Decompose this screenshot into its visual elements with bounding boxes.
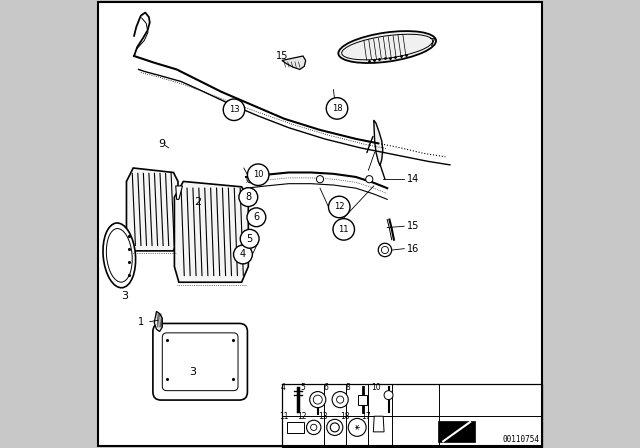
Circle shape	[240, 229, 259, 248]
Circle shape	[381, 246, 388, 254]
Circle shape	[365, 176, 373, 183]
Polygon shape	[174, 181, 248, 282]
Ellipse shape	[342, 34, 433, 60]
Ellipse shape	[339, 31, 436, 63]
Circle shape	[348, 418, 366, 436]
FancyBboxPatch shape	[99, 2, 541, 446]
Polygon shape	[154, 311, 163, 332]
Circle shape	[332, 392, 348, 408]
Text: 15: 15	[407, 221, 420, 231]
Circle shape	[223, 99, 244, 121]
FancyBboxPatch shape	[153, 323, 248, 400]
Circle shape	[330, 423, 339, 432]
Text: 5: 5	[246, 234, 253, 244]
Text: 13: 13	[228, 105, 239, 114]
FancyBboxPatch shape	[358, 395, 367, 405]
Text: 9: 9	[159, 139, 166, 149]
Text: 00110754: 00110754	[502, 435, 540, 444]
Circle shape	[234, 245, 252, 264]
Text: 15: 15	[276, 51, 288, 61]
Text: 12: 12	[297, 412, 306, 421]
Text: 10: 10	[371, 383, 381, 392]
Circle shape	[378, 243, 392, 257]
Polygon shape	[127, 168, 178, 251]
Polygon shape	[373, 416, 384, 432]
Circle shape	[247, 176, 254, 183]
Text: 7: 7	[428, 38, 436, 47]
Text: 11: 11	[339, 225, 349, 234]
Circle shape	[326, 98, 348, 119]
Text: 3: 3	[122, 291, 129, 301]
Text: 4: 4	[281, 383, 286, 392]
Circle shape	[316, 176, 324, 183]
Circle shape	[333, 219, 355, 240]
Text: 16: 16	[407, 244, 420, 254]
Text: 6: 6	[253, 212, 259, 222]
Circle shape	[239, 188, 258, 207]
FancyBboxPatch shape	[163, 333, 238, 391]
Circle shape	[327, 419, 343, 435]
Text: 4: 4	[240, 250, 246, 259]
Polygon shape	[282, 56, 306, 69]
Circle shape	[307, 420, 321, 435]
Circle shape	[314, 395, 323, 404]
Text: 17: 17	[362, 412, 371, 421]
Polygon shape	[176, 186, 182, 199]
Circle shape	[310, 424, 317, 431]
Text: 1: 1	[138, 317, 144, 327]
Text: 18: 18	[332, 104, 342, 113]
Text: 14: 14	[407, 174, 420, 184]
Circle shape	[337, 396, 344, 403]
Circle shape	[247, 208, 266, 227]
Text: 8: 8	[245, 192, 252, 202]
Text: 6: 6	[323, 383, 328, 392]
Circle shape	[384, 391, 393, 400]
Text: 13: 13	[317, 412, 328, 421]
Ellipse shape	[106, 228, 132, 282]
Text: 8: 8	[346, 383, 350, 392]
Text: 5: 5	[301, 383, 306, 392]
Text: 11: 11	[279, 412, 288, 421]
Text: 2: 2	[195, 197, 202, 207]
Text: 10: 10	[253, 170, 264, 179]
Circle shape	[310, 392, 326, 408]
Text: 3: 3	[189, 367, 196, 377]
FancyBboxPatch shape	[287, 422, 305, 433]
Text: 12: 12	[334, 202, 344, 211]
Circle shape	[328, 196, 350, 218]
Circle shape	[248, 164, 269, 185]
FancyBboxPatch shape	[438, 421, 475, 442]
Text: 18: 18	[340, 412, 349, 421]
Polygon shape	[374, 120, 383, 166]
Ellipse shape	[103, 223, 136, 288]
